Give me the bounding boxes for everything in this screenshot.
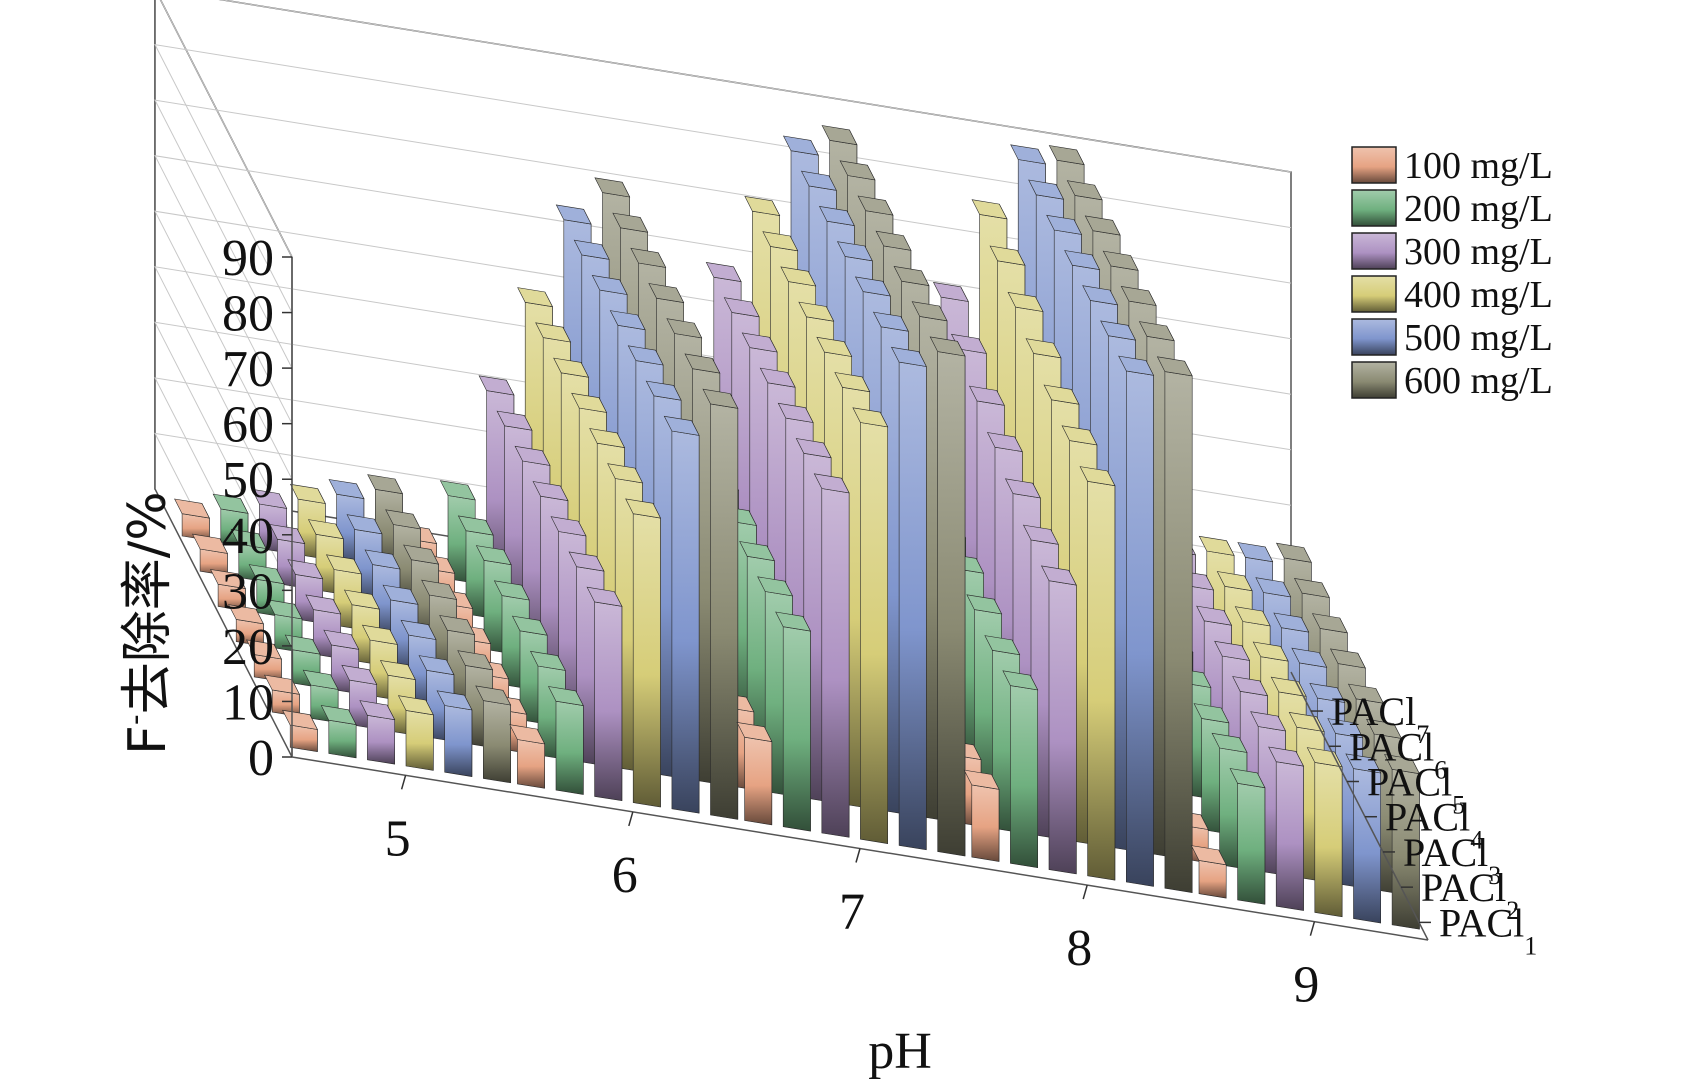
legend-label: 100 mg/L — [1404, 145, 1553, 187]
y-axis-label-main: F — [118, 725, 178, 755]
bar — [1306, 747, 1343, 918]
legend-label: 300 mg/L — [1404, 231, 1553, 273]
depth-tick-label: PACl6 — [1349, 724, 1447, 784]
legend-label: 600 mg/L — [1404, 360, 1553, 402]
bar — [586, 586, 623, 802]
bar — [1268, 746, 1305, 911]
depth-tick-label: PACl3 — [1403, 830, 1501, 890]
bar — [1040, 565, 1077, 875]
bar — [174, 498, 210, 541]
gridline — [160, 0, 1292, 258]
bar — [663, 415, 700, 814]
y-tick-label: 60 — [222, 397, 274, 454]
svg-text:F-去除率/%: F-去除率/% — [118, 491, 178, 755]
bar — [852, 407, 889, 844]
y-axis-label-sup: - — [118, 714, 153, 725]
bar — [736, 722, 773, 826]
legend-label: 200 mg/L — [1404, 188, 1553, 230]
legend-label: 400 mg/L — [1404, 274, 1553, 316]
bar — [702, 388, 739, 820]
legend-swatch — [1351, 275, 1397, 313]
depth-tick-label: PACl1 — [1439, 900, 1537, 960]
legend-swatch — [1351, 361, 1397, 399]
bar — [210, 569, 246, 612]
y-tick-label: 10 — [222, 674, 274, 731]
x-axis-ticks: 5 6 7 8 9 — [385, 775, 1319, 1014]
bar — [929, 336, 966, 857]
legend-swatch — [1351, 146, 1397, 184]
x-tick-label: 5 — [385, 810, 411, 867]
y-axis-label-rest: 去除率/% — [118, 491, 178, 714]
bar — [1002, 670, 1039, 869]
legend-label: 500 mg/L — [1404, 317, 1553, 359]
bar — [1384, 754, 1420, 930]
bar — [397, 695, 434, 771]
bar — [775, 611, 812, 832]
bars-group — [174, 125, 1420, 930]
bar — [1229, 768, 1266, 905]
bar — [625, 498, 662, 808]
x-tick-label: 7 — [839, 884, 865, 941]
bar — [963, 769, 1000, 862]
x-tick-label: 8 — [1066, 920, 1092, 977]
legend-swatch — [1351, 189, 1397, 227]
bar — [320, 705, 357, 759]
bar — [890, 346, 927, 851]
bar — [1190, 845, 1227, 899]
x-axis-label: pH — [868, 1023, 932, 1080]
bar — [436, 690, 473, 777]
legend-swatch — [1351, 318, 1397, 356]
bar — [1079, 466, 1116, 881]
y-tick-label: 90 — [222, 230, 274, 287]
x-tick-label: 6 — [612, 847, 638, 904]
bar — [359, 700, 396, 765]
depth-tick-label: PACl2 — [1421, 865, 1519, 925]
y-tick-label: 40 — [222, 508, 274, 565]
y-tick-label: 80 — [222, 286, 274, 343]
y-axis-label: F-去除率/% — [118, 491, 178, 755]
bar — [813, 473, 850, 838]
bar — [1118, 355, 1155, 887]
gridline — [154, 43, 1292, 313]
bar — [475, 685, 512, 784]
depth-tick-label: PACl4 — [1385, 795, 1483, 855]
gridline — [154, 99, 1292, 369]
y-tick-label: 70 — [222, 341, 274, 398]
depth-tick-label: PACl5 — [1367, 759, 1465, 819]
bar — [228, 604, 264, 647]
bar — [1156, 356, 1193, 893]
y-tick-label: 20 — [222, 619, 274, 676]
bar — [246, 639, 282, 682]
legend-swatch — [1351, 232, 1397, 270]
bar — [547, 686, 584, 795]
bar — [509, 724, 546, 789]
y-tick-label: 30 — [222, 563, 274, 620]
x-tick-label: 9 — [1293, 957, 1319, 1014]
y-tick-label: 50 — [222, 452, 274, 509]
y-tick-label: 0 — [248, 730, 274, 787]
depth-tick-label: PACl7 — [1331, 689, 1429, 749]
